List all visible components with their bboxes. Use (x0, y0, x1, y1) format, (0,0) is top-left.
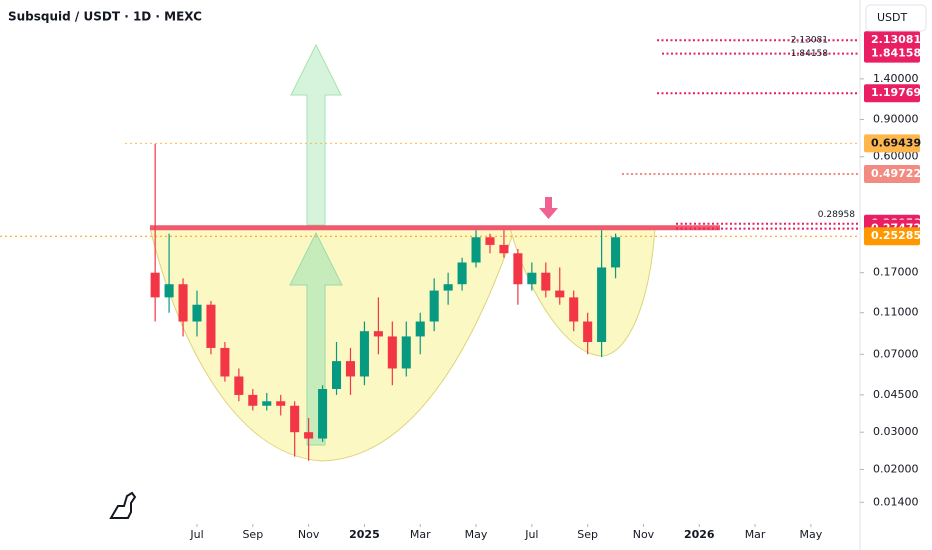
down-arrow (539, 197, 558, 219)
x-tick-label: Sep (577, 528, 598, 541)
candle-body (262, 401, 272, 406)
candle-body (276, 401, 286, 406)
price-label: 1.84158 (871, 47, 921, 60)
candle-body (611, 237, 621, 268)
price-label-box (864, 84, 920, 103)
price-label-box (864, 165, 920, 184)
candle-body (415, 321, 425, 337)
candle-body (485, 237, 495, 245)
price-label: 1.19769 (871, 86, 921, 99)
x-tick-label: May (800, 528, 823, 541)
candle-body (234, 376, 244, 395)
x-tick-label: Nov (633, 528, 655, 541)
x-tick-label: 2025 (349, 528, 380, 541)
price-label: 0.69439 (871, 136, 921, 149)
candle-body (429, 290, 439, 322)
x-tick-label: Nov (298, 528, 320, 541)
candles (150, 143, 621, 461)
candle-body (150, 272, 160, 298)
y-tick-label: 0.03000 (873, 425, 919, 438)
logo-shape (109, 491, 137, 519)
x-tick-label: 2026 (684, 528, 715, 541)
cup (149, 227, 516, 462)
target-arrow (290, 43, 342, 226)
chart-title: Subsquid / USDT · 1D · MEXC (8, 10, 202, 24)
level-note: 1.84158 (791, 49, 828, 59)
candle-body (192, 304, 202, 322)
price-label: 0.49722 (871, 167, 921, 180)
x-tick-label: Mar (745, 528, 766, 541)
candle-body (471, 237, 481, 263)
candle-body (513, 253, 523, 285)
axes: 0.01400 0.02000 0.03000 0.04500 0.07000 0.110… (189, 31, 921, 541)
level-note: 2.13081 (791, 36, 828, 46)
candle-body (457, 262, 467, 285)
price-label-box (864, 44, 920, 63)
x-tick-label: May (465, 528, 488, 541)
candle-body (583, 321, 593, 343)
currency[interactable]: USDT (877, 11, 908, 24)
price-label-box (864, 134, 920, 153)
candle-body (373, 331, 383, 337)
y-tick-label: 1.40000 (873, 72, 919, 85)
candle-body (597, 267, 607, 343)
candle-body (248, 394, 258, 406)
y-tick-label: 0.02000 (873, 462, 919, 475)
x-tick-label: Jul (524, 528, 538, 541)
y-tick-label: 0.90000 (873, 112, 919, 125)
currency-button[interactable] (865, 4, 927, 32)
x-tick-label: Sep (242, 528, 263, 541)
candle-body (527, 272, 537, 285)
candle-body (387, 336, 397, 369)
candle-body (401, 336, 411, 369)
candle-body (345, 361, 356, 377)
candle-body (304, 432, 314, 439)
candle-body (206, 304, 216, 348)
y-tick-label: 0.11000 (873, 306, 919, 319)
logo (109, 491, 137, 519)
x-tick-label: Jul (189, 528, 203, 541)
candle-body (220, 347, 230, 377)
candle-body (443, 284, 453, 291)
candle-body (164, 284, 174, 298)
candle-body (569, 297, 579, 322)
price-label: 0.25285 (871, 229, 921, 242)
y-tick-label: 0.04500 (873, 388, 919, 401)
level-note: 0.28958 (818, 210, 855, 220)
candle-body (499, 244, 509, 254)
candle-body (178, 284, 188, 322)
candle-body (555, 290, 565, 298)
candle-body (331, 361, 342, 389)
candle-body (541, 272, 551, 291)
levels: 2.13081 1.84158 0.28958 (0, 36, 860, 237)
y-tick-label: 0.01400 (873, 495, 919, 508)
y-tick-label: 0.60000 (873, 150, 919, 163)
x-tick-label: Mar (410, 528, 431, 541)
candle-body (318, 388, 328, 439)
y-tick-label: 0.07000 (873, 347, 919, 360)
price-label-box (864, 227, 920, 246)
candle-body (359, 331, 369, 377)
y-tick-label: 0.17000 (873, 266, 919, 279)
price-label: 2.13081 (871, 33, 921, 46)
candle-body (290, 405, 300, 433)
